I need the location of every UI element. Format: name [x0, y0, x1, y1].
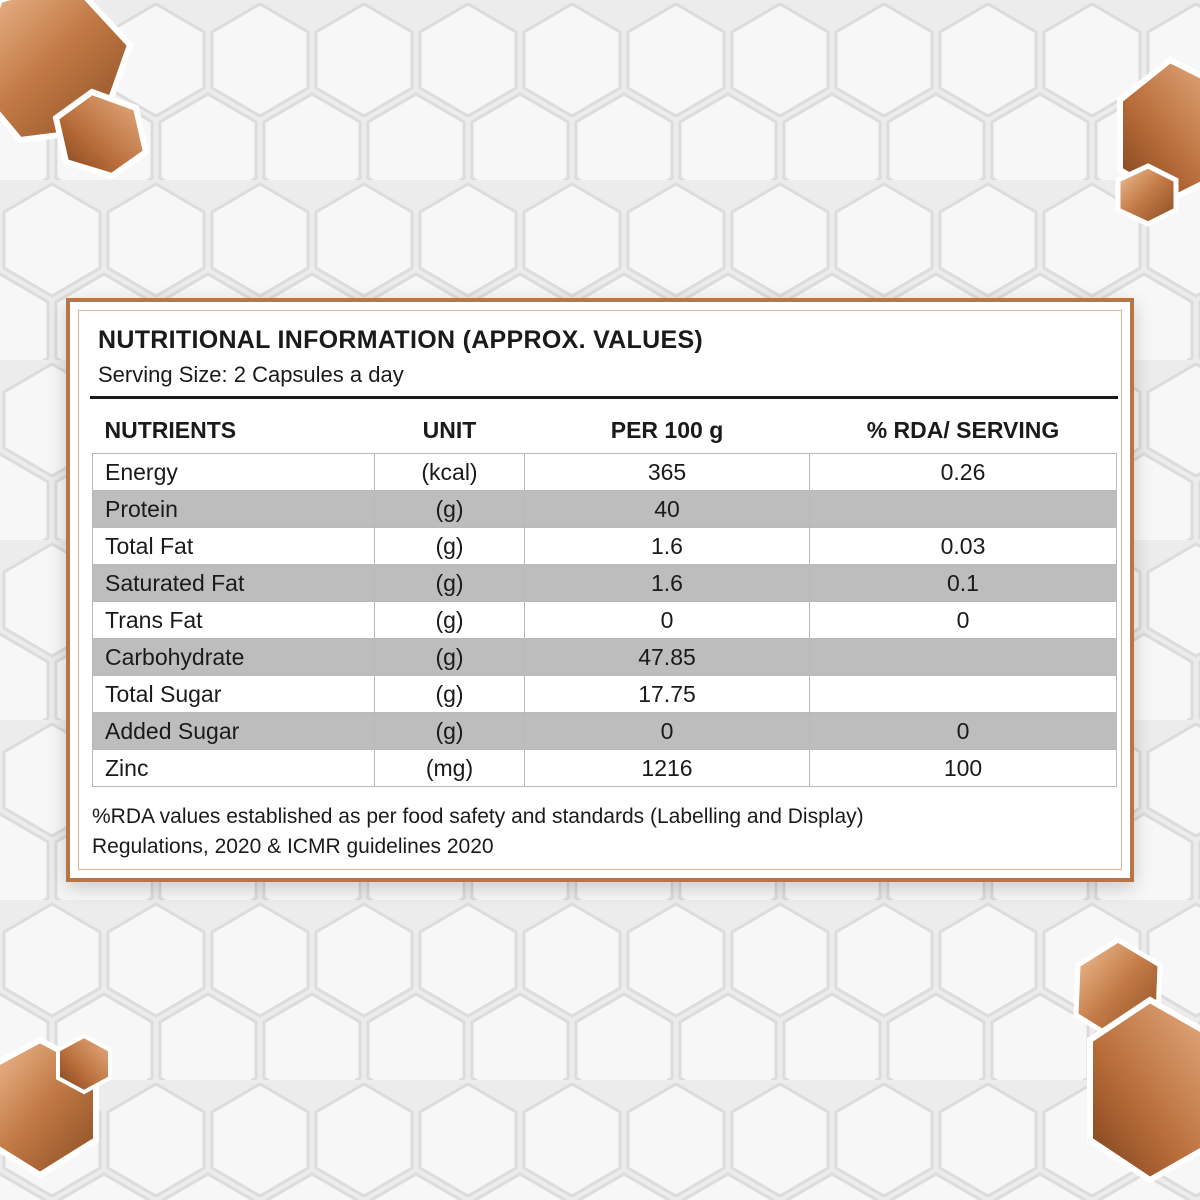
nutrient-rda: [809, 675, 1117, 713]
nutrient-rda: 0.03: [809, 527, 1117, 565]
column-header-rda: % RDA/ SERVING: [866, 416, 1060, 443]
nutrient-per-100g: 1.6: [524, 564, 810, 602]
nutrient-per-100g: 0: [524, 601, 810, 639]
nutrient-per-100g: 365: [524, 453, 810, 491]
footnote-line: %RDA values established as per food safe…: [92, 805, 864, 828]
table-row: Energy (kcal) 365 0.26: [92, 453, 1117, 491]
nutrient-name: Carbohydrate: [92, 638, 375, 676]
nutrient-per-100g: 1216: [524, 749, 810, 787]
nutrient-name: Total Sugar: [92, 675, 375, 713]
nutrient-rda: 0: [809, 712, 1117, 750]
copper-hexagon-top-left-small: [52, 88, 150, 180]
table-row: Added Sugar (g) 0 0: [92, 712, 1117, 750]
serving-size: Serving Size: 2 Capsules a day: [98, 362, 404, 387]
nutrient-unit: (g): [374, 638, 525, 676]
table-row: Carbohydrate (g) 47.85: [92, 638, 1117, 676]
nutrient-per-100g: 47.85: [524, 638, 810, 676]
column-header-per-100g: PER 100 g: [610, 416, 724, 443]
nutrient-rda: [809, 490, 1117, 528]
nutrient-name: Added Sugar: [92, 712, 375, 750]
nutrient-name: Energy: [92, 453, 375, 491]
nutrient-unit: (g): [374, 527, 525, 565]
table-row: Protein (g) 40: [92, 490, 1117, 528]
table-row: Zinc (mg) 1216 100: [92, 749, 1117, 787]
table-row: Trans Fat (g) 0 0: [92, 601, 1117, 639]
nutrition-panel: NUTRITIONAL INFORMATION (APPROX. VALUES)…: [66, 298, 1134, 882]
nutrient-unit: (g): [374, 564, 525, 602]
nutrient-name: Zinc: [92, 749, 375, 787]
table-row: Total Fat (g) 1.6 0.03: [92, 527, 1117, 565]
table-row: Saturated Fat (g) 1.6 0.1: [92, 564, 1117, 602]
nutrient-rda: [809, 638, 1117, 676]
nutrient-name: Trans Fat: [92, 601, 375, 639]
nutrient-unit: (kcal): [374, 453, 525, 491]
nutrient-per-100g: 40: [524, 490, 810, 528]
copper-hexagon-bottom-right-large: [1087, 996, 1200, 1184]
nutrition-table: NUTRIENTS UNIT PER 100 g % RDA/ SERVING …: [92, 407, 1117, 787]
nutrient-per-100g: 0: [524, 712, 810, 750]
panel-inner-border: [78, 310, 1122, 870]
nutrient-name: Protein: [92, 490, 375, 528]
nutrient-rda: 0: [809, 601, 1117, 639]
nutrient-unit: (g): [374, 490, 525, 528]
table-header-row: NUTRIENTS UNIT PER 100 g % RDA/ SERVING: [93, 407, 1117, 454]
title-divider: [90, 396, 1118, 399]
nutrient-unit: (g): [374, 712, 525, 750]
table-row: Total Sugar (g) 17.75: [92, 675, 1117, 713]
nutrient-unit: (mg): [374, 749, 525, 787]
nutrient-unit: (g): [374, 601, 525, 639]
nutrient-rda: 100: [809, 749, 1117, 787]
nutrient-name: Saturated Fat: [92, 564, 375, 602]
nutrient-per-100g: 17.75: [524, 675, 810, 713]
column-header-nutrients: NUTRIENTS: [104, 416, 237, 443]
nutrient-rda: 0.26: [809, 453, 1117, 491]
nutrient-rda: 0.1: [809, 564, 1117, 602]
column-header-unit: UNIT: [422, 416, 477, 443]
footnote-line: Regulations, 2020 & ICMR guidelines 2020: [92, 835, 494, 858]
copper-hexagon-top-right-small: [1115, 163, 1179, 227]
copper-hexagon-bottom-left-small: [56, 1033, 112, 1095]
nutrient-name: Total Fat: [92, 527, 375, 565]
nutrient-unit: (g): [374, 675, 525, 713]
rda-footnote: %RDA values established as per food safe…: [92, 802, 1122, 862]
nutrient-per-100g: 1.6: [524, 527, 810, 565]
panel-title: NUTRITIONAL INFORMATION (APPROX. VALUES): [98, 326, 704, 354]
